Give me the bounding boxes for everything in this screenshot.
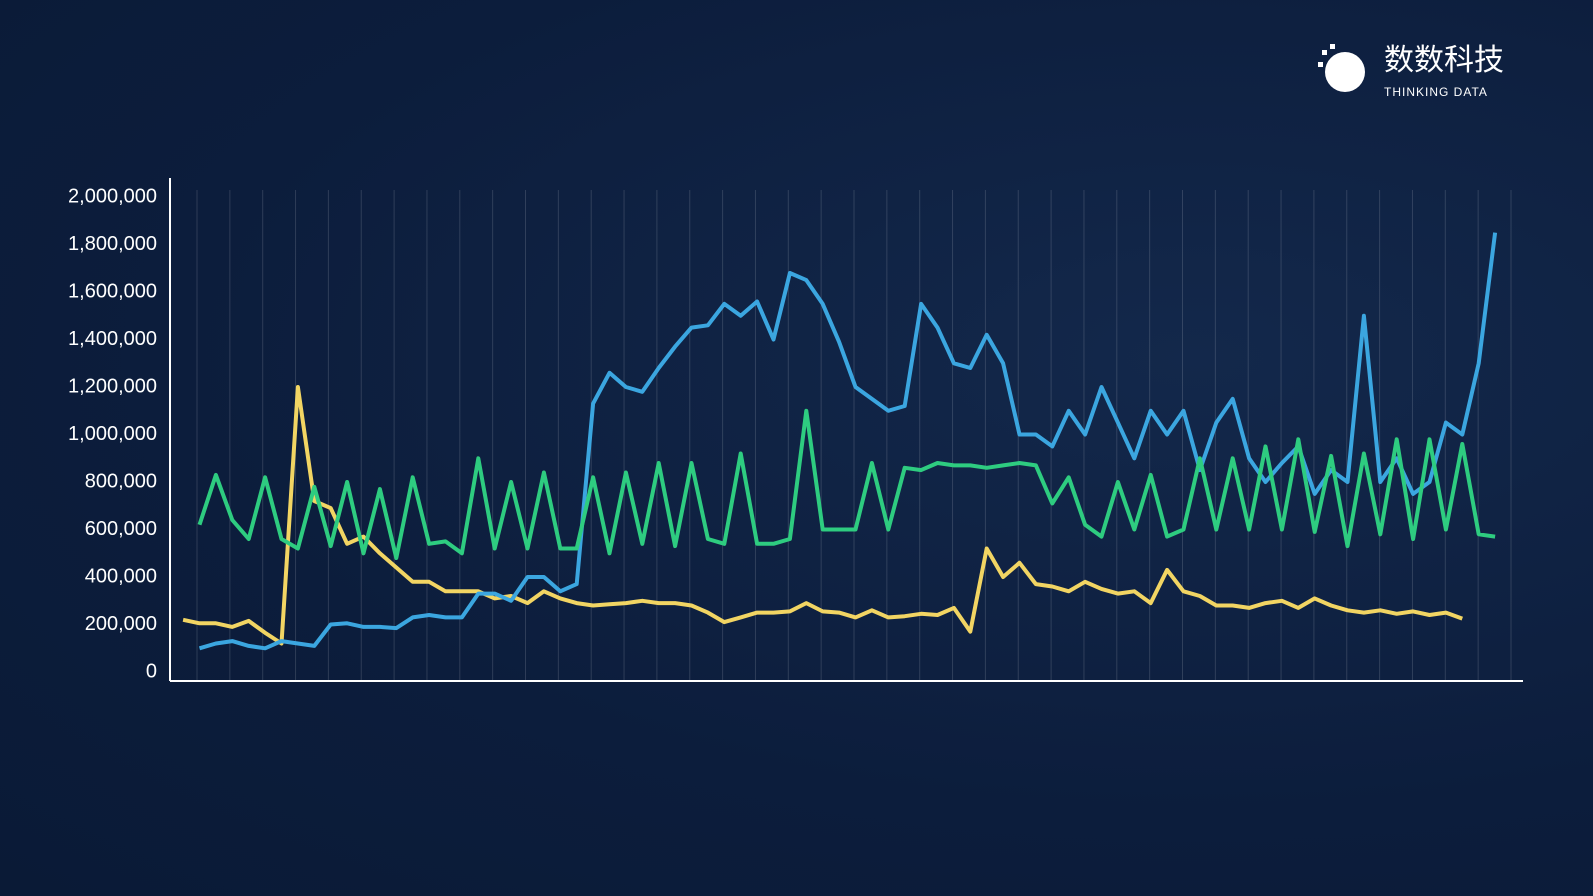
y-tick-label: 1,400,000 [68,328,157,350]
logo-pixel [1322,50,1327,55]
y-tick-label: 1,800,000 [68,233,157,255]
series-line [197,408,1496,560]
logo: 数数科技 THINKING DATA [1318,43,1504,99]
brand-subtitle: THINKING DATA [1384,85,1488,99]
logo-head [1325,52,1365,92]
brand-name: 数数科技 [1384,43,1504,78]
y-tick-label: 1,600,000 [68,280,157,302]
y-tick-label: 800,000 [85,470,157,492]
y-tick-label: 1,200,000 [68,375,157,397]
series-line [198,232,1498,651]
series-line [182,385,1463,646]
logo-pixel [1330,44,1335,49]
y-tick-label: 0 [146,660,157,682]
y-tick-label: 2,000,000 [68,185,157,207]
y-tick-label: 1,000,000 [68,423,157,445]
logo-pixel [1318,62,1323,67]
y-tick-label: 400,000 [85,565,157,587]
y-tick-label: 200,000 [85,613,157,635]
y-tick-label: 600,000 [85,518,157,540]
